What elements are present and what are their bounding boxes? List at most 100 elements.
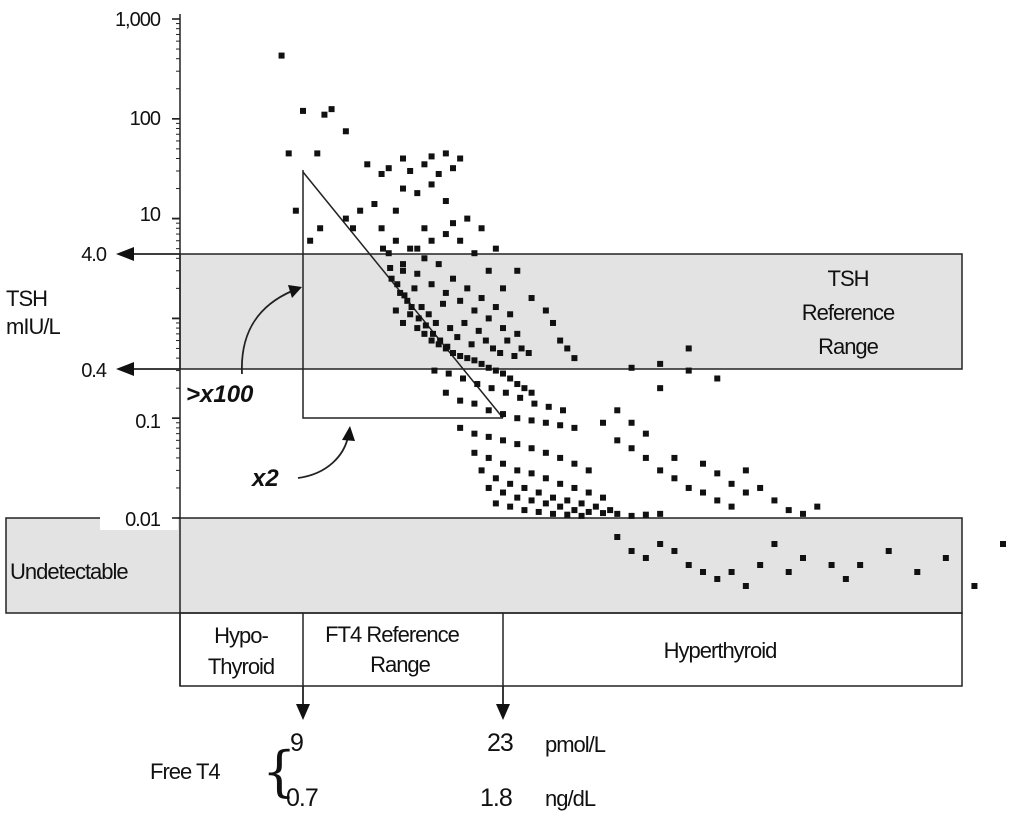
data-point (557, 422, 564, 429)
data-point (657, 467, 664, 474)
data-point (447, 325, 454, 332)
data-point (471, 430, 478, 437)
ft4-fold-arrowhead (342, 426, 355, 441)
data-point (500, 437, 506, 444)
data-point (285, 150, 292, 157)
data-point (478, 295, 485, 302)
tsh-low-arrowhead (116, 362, 134, 376)
data-point (457, 397, 464, 404)
data-point (507, 480, 514, 487)
free-t4-brace: { (262, 740, 296, 803)
data-point (350, 225, 356, 232)
data-point (800, 555, 806, 561)
data-point (492, 500, 499, 507)
data-point (418, 304, 425, 311)
data-point (504, 337, 511, 344)
data-point (457, 155, 464, 162)
y-axis-title-line2: mIU/L (6, 314, 60, 339)
data-point (342, 128, 349, 135)
data-points (278, 52, 1006, 589)
y-marked-label-low: 0.4 (81, 360, 107, 382)
data-point (564, 497, 571, 504)
data-point (614, 407, 621, 414)
data-point (457, 424, 464, 431)
data-point (430, 330, 436, 337)
data-point (471, 307, 478, 314)
data-point (550, 319, 556, 326)
y-tick-label: 0.01 (125, 509, 161, 531)
data-point (385, 165, 392, 172)
data-point (457, 352, 464, 359)
data-point (542, 475, 549, 482)
data-point (528, 497, 535, 504)
data-point (421, 330, 428, 337)
data-point (321, 111, 328, 118)
data-point (700, 460, 706, 467)
data-point (357, 207, 364, 214)
data-point (828, 562, 835, 568)
hyperthyroid-label: Hyperthyroid (664, 638, 777, 663)
tsh-fold-arrowhead (288, 285, 302, 298)
data-point (471, 357, 478, 364)
data-point (464, 285, 471, 292)
data-point (542, 500, 549, 507)
data-point (414, 270, 421, 277)
data-point (685, 345, 692, 352)
data-point (614, 534, 621, 540)
data-point (437, 337, 444, 344)
y-axis-title-line1: TSH (6, 286, 47, 311)
data-point (685, 562, 692, 568)
data-point (492, 245, 499, 252)
data-point (397, 289, 404, 296)
data-point (492, 475, 499, 482)
data-point (485, 407, 492, 414)
data-point (614, 510, 621, 517)
data-point (571, 424, 578, 431)
data-point (785, 569, 792, 575)
data-point (404, 297, 411, 304)
data-point (502, 389, 509, 396)
data-point (628, 419, 635, 426)
ft4-low-pmol: 9 (290, 729, 303, 757)
data-point (422, 322, 429, 329)
data-point (585, 489, 592, 496)
data-point (564, 511, 571, 518)
data-point (464, 355, 471, 362)
data-point (531, 400, 538, 407)
data-point (557, 337, 564, 344)
data-point (521, 484, 528, 491)
data-point (671, 548, 678, 554)
data-point (485, 484, 492, 491)
data-point (614, 437, 621, 444)
data-point (550, 510, 556, 517)
data-point (542, 449, 549, 456)
data-point (421, 225, 428, 232)
data-point (728, 503, 735, 510)
data-point (545, 403, 552, 410)
data-point (657, 510, 664, 517)
data-point (378, 225, 385, 232)
data-point (571, 507, 578, 514)
data-point (442, 289, 449, 296)
data-point (578, 500, 585, 507)
data-point (460, 375, 466, 382)
undetectable-band (5, 517, 963, 614)
data-point (428, 181, 435, 188)
data-point (600, 494, 606, 501)
data-point (371, 201, 378, 208)
data-point (700, 569, 706, 575)
data-point (500, 370, 506, 377)
data-point (428, 281, 435, 288)
data-point (435, 341, 442, 348)
data-point (671, 454, 678, 461)
data-point (445, 370, 452, 377)
slope-triangle (302, 170, 503, 419)
data-point (550, 494, 556, 501)
data-point (942, 555, 949, 561)
data-point (628, 548, 635, 554)
data-point (571, 484, 578, 491)
data-point (642, 555, 649, 561)
ft4-high-arrowhead (496, 704, 510, 720)
